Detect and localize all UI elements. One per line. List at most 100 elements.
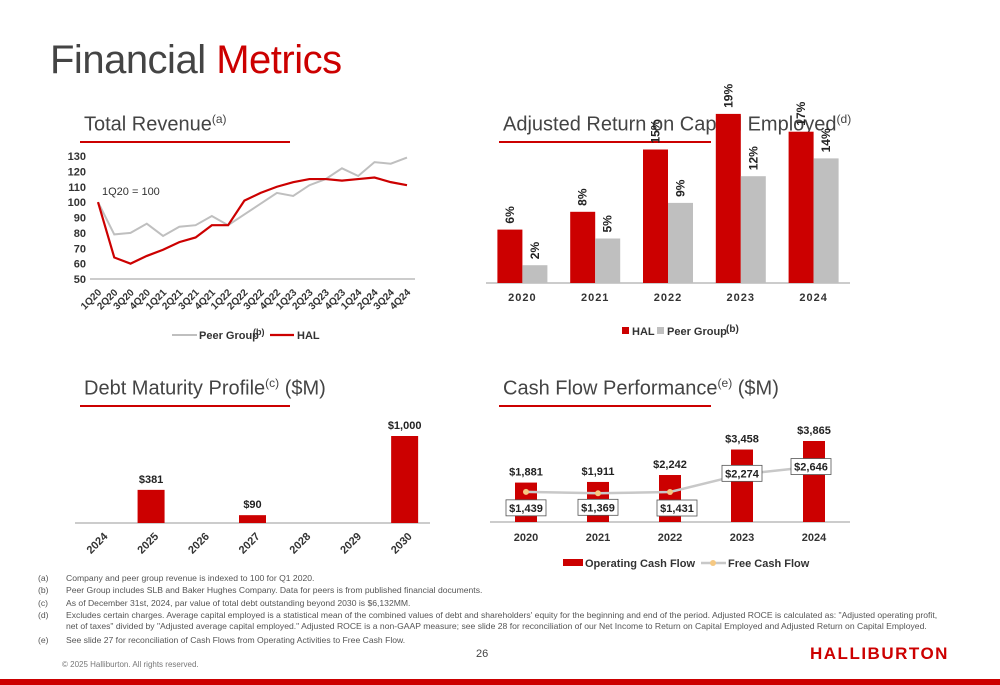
legend-sup-peer: (b)	[253, 327, 265, 337]
cashflow-title-sup: (e)	[717, 376, 733, 390]
page-title: Financial Metrics	[50, 38, 342, 83]
revenue-line-peer-group	[97, 156, 408, 238]
roce-bar-peer-group	[595, 238, 621, 283]
title-accent: Metrics	[216, 38, 342, 82]
cashflow-data-label-fcf: $2,646	[794, 462, 828, 474]
debt-title: Debt Maturity Profile(c) ($M)	[84, 376, 326, 401]
roce-x-tick: 2024	[799, 292, 827, 304]
roce-bar-hal	[570, 211, 596, 283]
roce-title: Adjusted Return on Capital Employed(d)	[503, 112, 851, 137]
cashflow-x-tick: 2024	[802, 532, 827, 544]
roce-data-label: 12%	[746, 146, 760, 170]
revenue-y-tick: 130	[68, 151, 86, 163]
legend-label-hal: HAL	[297, 330, 320, 342]
roce-bar-hal	[497, 229, 523, 283]
roce-bar-hal	[715, 113, 741, 284]
revenue-annotation: 1Q20 = 100	[102, 186, 160, 198]
cashflow-title-text: Cash Flow Performance	[503, 377, 718, 400]
roce-bar-peer-group	[813, 158, 839, 283]
roce-bar-peer-group	[522, 265, 548, 283]
halliburton-logo: HALLIBURTON	[810, 644, 949, 663]
roce-bar-hal	[643, 149, 668, 283]
bottom-bar	[0, 679, 1000, 685]
roce-legend-swatch-peer	[657, 327, 664, 334]
roce-data-label: 8%	[576, 188, 590, 206]
roce-data-label: 5%	[601, 215, 615, 233]
cashflow-data-label-ocf: $3,865	[797, 425, 831, 437]
roce-underline	[499, 141, 711, 143]
roce-legend-label-peer: Peer Group	[667, 326, 727, 338]
debt-title-text: Debt Maturity Profile	[84, 377, 266, 400]
cashflow-title: Cash Flow Performance(e) ($M)	[503, 376, 779, 401]
cashflow-bar-ocf	[731, 449, 753, 522]
debt-data-label: $90	[243, 499, 261, 511]
revenue-y-tick: 120	[68, 166, 86, 178]
cashflow-data-label-ocf: $2,242	[653, 459, 687, 471]
debt-data-label: $381	[139, 474, 163, 486]
roce-data-label: 14%	[819, 128, 833, 152]
cashflow-data-label-ocf: $3,458	[725, 434, 759, 446]
revenue-y-tick: 100	[68, 197, 86, 209]
cashflow-data-label-ocf: $1,881	[509, 467, 543, 479]
debt-title-sup: (c)	[265, 376, 280, 390]
cashflow-label-box-fcf	[505, 499, 547, 517]
cashflow-marker-fcf	[523, 488, 529, 495]
cashflow-label-box-fcf	[721, 464, 763, 482]
roce-legend-swatch-hal	[622, 327, 629, 334]
legend-label-peer: Peer Group	[199, 330, 259, 342]
revenue-title-text: Total Revenue	[84, 113, 212, 136]
cashflow-legend-swatch-ocf	[563, 559, 583, 566]
revenue-y-tick: 110	[68, 182, 86, 194]
roce-bar-hal	[788, 131, 814, 283]
roce-x-tick: 2023	[727, 292, 755, 304]
cashflow-marker-fcf	[595, 490, 601, 497]
cashflow-label-box-fcf	[790, 458, 832, 475]
cashflow-legend-label-ocf: Operating Cash Flow	[585, 558, 695, 570]
footnote-d: (d) Excludes certain charges. Average cap…	[38, 610, 938, 631]
roce-legend-sup-peer: (b)	[726, 324, 739, 335]
cashflow-bar-ocf	[803, 441, 825, 522]
debt-title-suffix: ($M)	[279, 377, 326, 400]
roce-data-label: 19%	[721, 84, 735, 108]
cashflow-x-tick: 2021	[586, 532, 610, 544]
copyright: © 2025 Halliburton. All rights reserved.	[62, 660, 199, 669]
roce-title-sup: (d)	[836, 112, 852, 126]
footnote-c: (c) As of December 31st, 2024, par value …	[38, 598, 411, 608]
revenue-y-tick: 90	[74, 213, 86, 225]
roce-data-label: 2%	[528, 242, 542, 260]
cashflow-data-label-fcf: $1,369	[581, 502, 615, 514]
revenue-title: Total Revenue(a)	[84, 112, 227, 137]
cashflow-data-label-fcf: $2,274	[725, 468, 760, 480]
debt-underline	[80, 405, 290, 407]
debt-data-label: $1,000	[388, 420, 422, 432]
debt-bar	[239, 515, 266, 523]
roce-bar-peer-group	[740, 176, 766, 283]
roce-title-text: Adjusted Return on Capital Employed	[503, 113, 837, 136]
roce-data-label: 17%	[794, 101, 808, 125]
cashflow-data-label-ocf: $1,911	[581, 466, 614, 478]
roce-x-tick: 2022	[654, 292, 682, 304]
debt-bar	[137, 489, 165, 523]
cashflow-data-label-fcf: $1,439	[509, 503, 543, 515]
cashflow-underline	[499, 405, 711, 407]
roce-data-label: 15%	[649, 119, 663, 143]
cashflow-x-tick: 2023	[730, 532, 754, 544]
debt-bar	[391, 436, 419, 523]
cashflow-x-tick: 2022	[658, 532, 682, 544]
cashflow-legend-marker-fcf	[710, 560, 716, 566]
revenue-y-tick: 60	[74, 259, 86, 271]
title-main: Financial	[50, 38, 206, 82]
cashflow-legend-label-fcf: Free Cash Flow	[728, 558, 810, 570]
cashflow-label-box-fcf	[577, 498, 619, 516]
cashflow-label-box-fcf	[656, 499, 698, 517]
cashflow-data-label-fcf: $1,431	[660, 503, 694, 515]
roce-data-label: 6%	[503, 206, 517, 224]
roce-legend-label-hal: HAL	[632, 326, 655, 338]
roce-bar-peer-group	[668, 202, 693, 283]
cashflow-x-tick: 2020	[514, 532, 538, 544]
page-number: 26	[476, 648, 489, 660]
